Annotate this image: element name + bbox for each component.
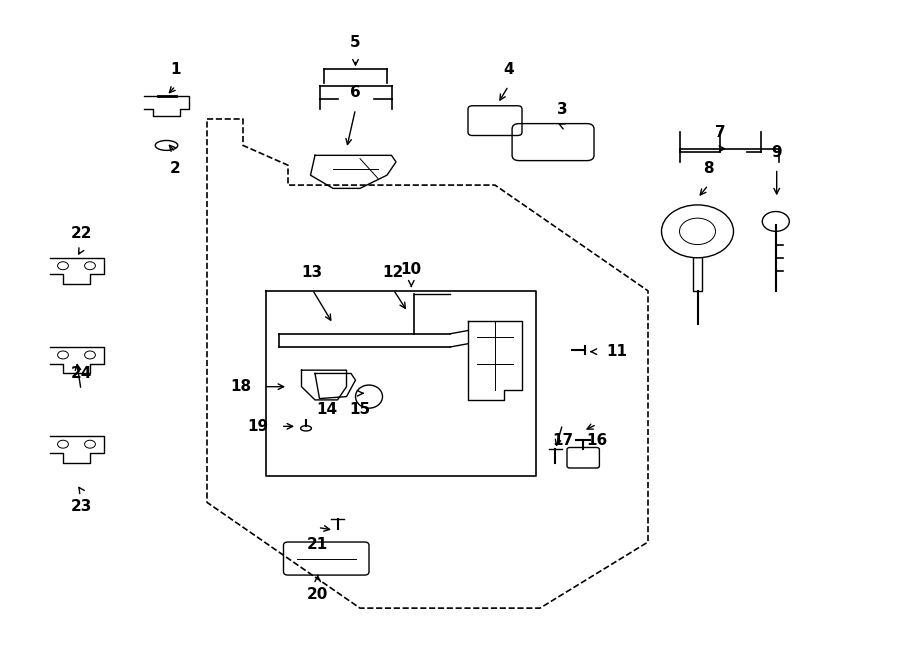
Text: 24: 24: [70, 366, 92, 381]
Text: 5: 5: [350, 36, 361, 50]
Text: 11: 11: [606, 344, 627, 359]
Text: 3: 3: [557, 102, 568, 116]
Text: 20: 20: [307, 588, 328, 602]
Text: 16: 16: [586, 434, 608, 448]
Text: 22: 22: [70, 226, 92, 241]
Text: 6: 6: [350, 85, 361, 100]
Text: 1: 1: [170, 62, 181, 77]
Text: 15: 15: [349, 403, 371, 417]
Text: 7: 7: [715, 125, 725, 139]
Text: 21: 21: [307, 537, 328, 551]
Text: 9: 9: [771, 145, 782, 159]
Text: 12: 12: [382, 266, 404, 280]
Text: 18: 18: [230, 379, 252, 394]
Text: 13: 13: [302, 266, 323, 280]
Text: 4: 4: [503, 62, 514, 77]
Text: 23: 23: [70, 500, 92, 514]
Text: 14: 14: [316, 403, 338, 417]
Text: 17: 17: [552, 434, 573, 448]
Text: 19: 19: [248, 419, 269, 434]
Text: 2: 2: [170, 161, 181, 176]
Text: 10: 10: [400, 262, 422, 277]
Text: 8: 8: [703, 161, 714, 176]
